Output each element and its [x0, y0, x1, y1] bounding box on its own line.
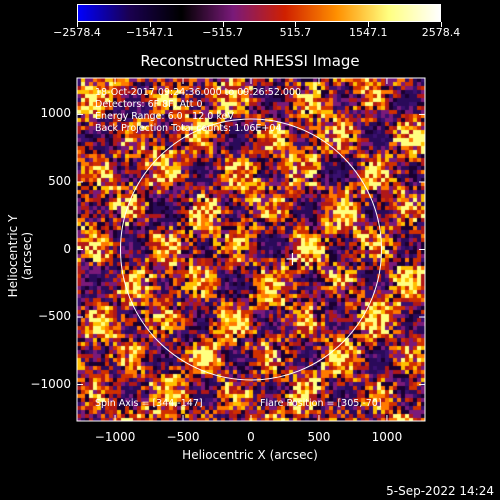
colorbar-tick-label: 1547.1	[348, 26, 388, 39]
colorbar-tick	[222, 22, 224, 27]
colorbar-tick	[77, 22, 78, 27]
y-tick-label: 500	[48, 173, 71, 188]
timestamp: 5-Sep-2022 14:24	[386, 484, 494, 498]
colorbar-tick	[149, 22, 151, 27]
colorbar-tick-label: 2578.4	[421, 26, 461, 39]
colorbar-tick-label: −1547.1	[125, 26, 174, 39]
colorbar-tick	[441, 22, 442, 27]
x-tick-label: 0	[247, 430, 255, 444]
x-tick-label: 1000	[371, 430, 403, 444]
solar-limb-circle	[120, 118, 382, 381]
colorbar-tick	[295, 22, 297, 27]
y-axis-label: Heliocentric Y (arcsec)	[6, 214, 34, 298]
x-tick-label: 500	[307, 430, 331, 444]
time-range-annotation: 18-Oct-2017 09:24:36.000 to 09:26:52.000	[95, 87, 302, 98]
colorbar	[77, 4, 441, 22]
spin-axis-annotation: Spin Axis = [344,-147]	[95, 398, 203, 409]
x-axis-label: Heliocentric X (arcsec)	[182, 448, 318, 462]
detectors-annotation: Detectors: 6F 8F, Att 0	[95, 99, 203, 110]
chart-title: Reconstructed RHESSI Image	[140, 52, 360, 70]
colorbar-tick	[368, 22, 370, 27]
heatmap-image	[77, 78, 425, 421]
flare-position-marker	[286, 252, 299, 265]
colorbar-tick-label: 515.7	[279, 26, 312, 39]
y-tick-label: 0	[63, 241, 71, 256]
method-annotation: Back Projection Total counts: 1.06E+04	[95, 123, 282, 134]
y-tick-label: −500	[38, 309, 71, 324]
colorbar-tick-label: −515.7	[202, 26, 243, 39]
colorbar-tick-label: −2578.4	[53, 26, 101, 39]
y-tick-label: 1000	[40, 106, 71, 121]
energy-annotation: Energy Range: 6.0 - 12.0 keV	[95, 111, 234, 122]
x-tick-label: −1000	[94, 430, 136, 444]
flare-position-annotation: Flare Position = [305,-70]	[260, 398, 382, 409]
y-tick-label: −1000	[30, 376, 71, 391]
x-tick-label: −500	[166, 430, 200, 444]
